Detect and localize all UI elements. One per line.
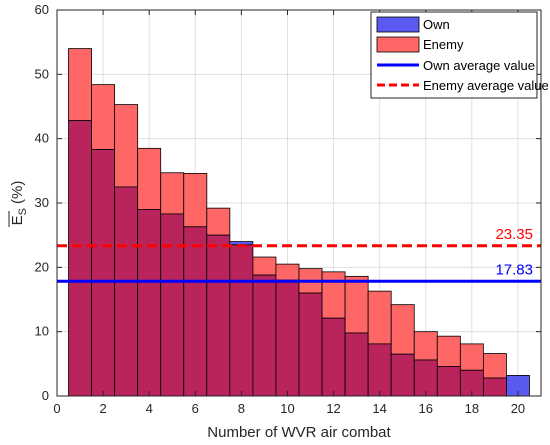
y-axis-label-unit: (%): [9, 181, 26, 204]
legend-label-own: Own: [423, 17, 450, 32]
bar-overlap: [252, 274, 277, 397]
bar-overlap: [137, 209, 162, 397]
y-axis-label-subscript: S: [17, 208, 29, 215]
bar-enemy: [206, 207, 231, 236]
bar-overlap: [413, 359, 438, 397]
x-tick-label: 4: [146, 401, 153, 416]
bar-overlap: [482, 377, 507, 397]
axis-ticks: 0 2 4 6 8 10 12 14 16 18 20 0 10 20 30 40 50 60: [35, 2, 541, 416]
x-tick-label: 16: [419, 401, 433, 416]
x-tick-label: 0: [53, 401, 60, 416]
legend-label-enemy-average: Enemy average value: [423, 78, 549, 93]
bar-overlap: [275, 279, 300, 397]
x-tick-label: 12: [326, 401, 340, 416]
bar-overlap: [229, 244, 254, 397]
x-tick-label: 6: [192, 401, 199, 416]
y-tick-label: 30: [35, 195, 49, 210]
bar-overlap: [390, 353, 415, 397]
y-axis-label-main: E: [9, 215, 26, 225]
y-tick-label: 20: [35, 259, 49, 274]
y-tick-label: 50: [35, 66, 49, 81]
y-tick-label: 40: [35, 131, 49, 146]
legend-label-own-average: Own average value: [423, 58, 535, 73]
y-tick-label: 0: [42, 388, 49, 403]
enemy-average-label: 23.35: [495, 226, 533, 243]
bar-overlap: [114, 186, 139, 397]
bar-enemy: [413, 331, 438, 361]
bar-overlap: [321, 317, 346, 397]
bar-enemy: [367, 290, 392, 345]
bar-overlap: [68, 120, 92, 397]
bar-enemy: [252, 256, 277, 276]
bar-overlap: [160, 213, 185, 397]
bar-overlap: [298, 292, 323, 397]
legend: Own Enemy Own average value Enemy averag…: [370, 11, 549, 99]
own-average-label: 17.83: [495, 261, 533, 278]
x-axis-label: Number of WVR air combat: [207, 424, 391, 441]
x-tick-label: 8: [238, 401, 245, 416]
x-tick-label: 18: [465, 401, 479, 416]
bar-enemy: [137, 147, 162, 210]
svg-text:ES(%): ES (%): [9, 181, 29, 226]
bar-enemy: [321, 271, 346, 319]
bar-enemy: [114, 104, 139, 188]
bar-enemy: [482, 353, 507, 379]
reference-lines: 17.83 23.35: [57, 226, 541, 283]
x-tick-label: 10: [280, 401, 294, 416]
y-axis-label: ES (%): [8, 181, 29, 227]
bar-enemy: [68, 48, 92, 122]
bar-overlap: [206, 234, 231, 397]
x-tick-label: 2: [99, 401, 106, 416]
legend-label-enemy: Enemy: [423, 37, 464, 52]
legend-swatch-enemy: [376, 36, 420, 53]
y-tick-label: 60: [35, 2, 49, 17]
bar-enemy: [436, 335, 461, 367]
bar-enemy: [344, 275, 369, 334]
bars: [68, 48, 530, 397]
bar-overlap: [367, 343, 392, 397]
bar-enemy: [183, 173, 208, 228]
bar-overlap: [91, 149, 116, 397]
bar-enemy: [91, 84, 116, 151]
bar-overlap: [436, 366, 461, 397]
bar-overlap: [183, 226, 208, 397]
bar-overlap: [344, 332, 369, 397]
bar-enemy: [459, 343, 484, 371]
x-tick-label: 14: [372, 401, 386, 416]
y-tick-label: 10: [35, 324, 49, 339]
legend-swatch-own: [376, 16, 420, 33]
bar-enemy: [160, 172, 185, 215]
bar-enemy: [275, 263, 300, 281]
bar-enemy: [390, 304, 415, 355]
x-tick-label: 20: [511, 401, 525, 416]
